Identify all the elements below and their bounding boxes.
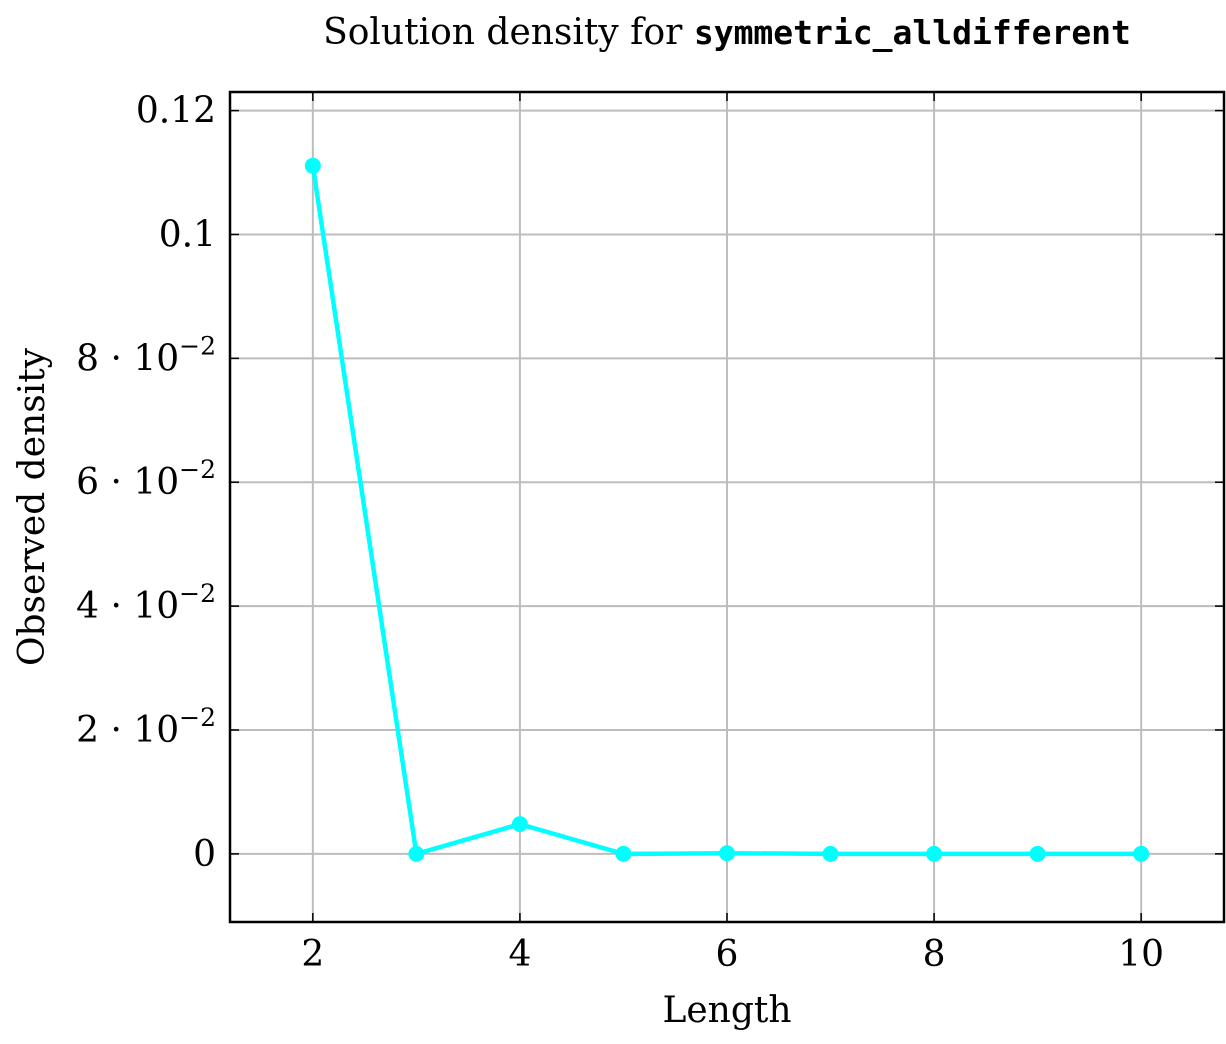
series [304, 157, 1150, 862]
data-point [304, 157, 321, 174]
x-axis-label: Length [662, 990, 791, 1031]
y-tick-label: 0 [193, 834, 216, 875]
data-point [1029, 845, 1046, 862]
y-tick-label: 8 · 10−2 [76, 331, 216, 379]
y-tick-label: 0.12 [136, 91, 216, 132]
grid [230, 92, 1224, 922]
y-tick-label: 2 · 10−2 [76, 703, 216, 751]
data-point [408, 845, 425, 862]
x-tick-label: 2 [301, 934, 324, 975]
data-point [719, 845, 735, 862]
y-tick-label: 6 · 10−2 [76, 455, 216, 503]
chart-title-code: symmetric_alldifferent [694, 13, 1131, 52]
data-point [615, 845, 632, 862]
data-point [822, 845, 839, 862]
data-point [1133, 845, 1150, 862]
y-tick-label: 0.1 [159, 214, 216, 255]
chart-title-text: Solution density for [323, 12, 694, 53]
x-tick-label: 10 [1118, 934, 1164, 975]
ticks: 2 4 6 8 10 0 2 · 10−2 4 · 10−2 6 · 10−2 8 · 10−2 0… [76, 91, 1224, 975]
x-tick-label: 6 [716, 934, 739, 975]
chart-title: Solution density for symmetric_alldiffer… [323, 12, 1131, 53]
data-point [511, 816, 528, 833]
data-point [926, 845, 943, 862]
x-tick-label: 8 [923, 934, 946, 975]
y-tick-label: 4 · 10−2 [76, 579, 216, 627]
x-tick-label: 4 [508, 934, 531, 975]
y-axis-label: Observed density [12, 347, 53, 666]
